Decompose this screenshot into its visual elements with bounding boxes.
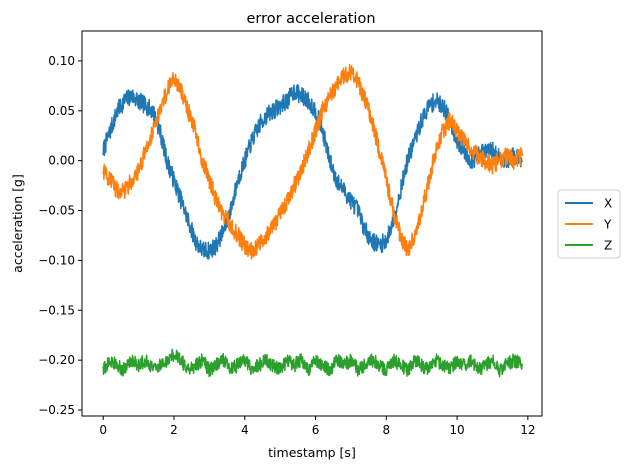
y-axis-label: acceleration [g] [10,174,25,273]
x-tick-label: 0 [99,423,107,437]
legend: XYZ [557,189,621,259]
y-tick-label: −0.25 [38,403,75,417]
y-tick-label: −0.10 [38,253,75,267]
axes-background [82,31,542,416]
y-tick-label: 0.10 [48,54,75,68]
series-layer [102,63,524,378]
series-line-z [102,348,524,378]
x-tick-label: 2 [170,423,178,437]
y-tick-label: 0.05 [48,104,75,118]
x-tick-label: 6 [312,423,320,437]
y-axis: 0.10 0.05 0.00 −0.05 −0.10 −0.15 −0.20 −0.25 [38,54,82,417]
series-line-y [102,63,524,260]
x-axis-label: timestamp [s] [268,445,356,460]
y-tick-label: 0.00 [48,154,75,168]
y-tick-label: −0.20 [38,353,75,367]
y-tick-label: −0.05 [38,204,75,218]
x-tick-label: 8 [382,423,390,437]
plot-area [81,30,543,417]
chart-title: error acceleration [246,11,375,27]
y-tick-label: −0.15 [38,303,75,317]
axes-frame [81,30,543,417]
legend-label: Y [603,218,612,232]
x-axis: 0 2 4 6 8 10 12 [99,416,535,437]
x-tick-label: 12 [520,423,535,437]
x-tick-label: 10 [449,423,464,437]
legend-label: Z [604,239,612,253]
x-tick-label: 4 [241,423,249,437]
legend-label: X [604,197,612,211]
